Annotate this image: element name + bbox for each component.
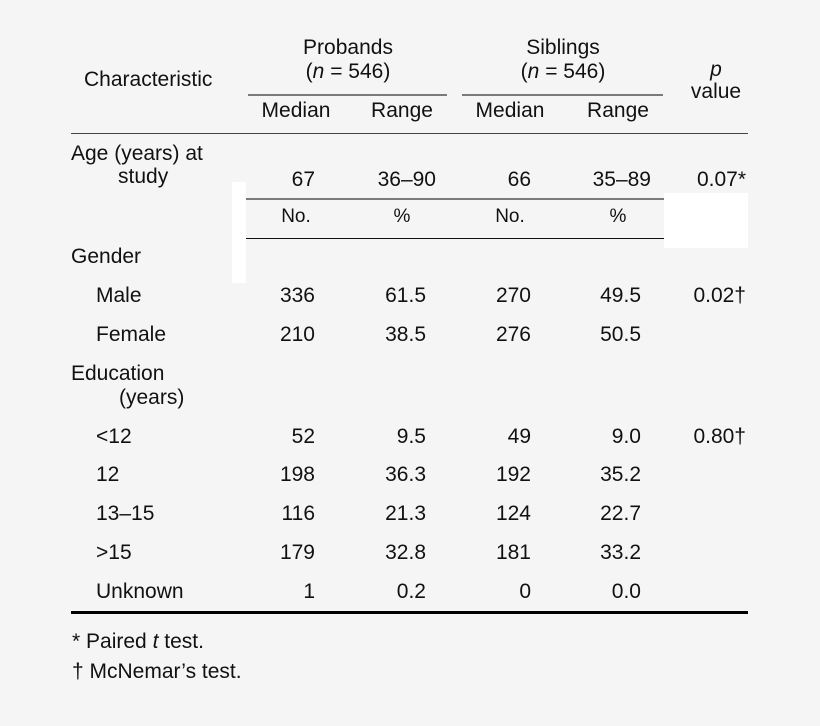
row-label: 13–15 xyxy=(96,502,155,525)
siblings-pct: 0.0 xyxy=(611,580,641,603)
siblings-no: 181 xyxy=(495,541,531,564)
probands-pct: 36.3 xyxy=(385,463,426,486)
probands-no: 116 xyxy=(281,502,315,525)
probands-pct: 0.2 xyxy=(396,580,426,603)
education-label-1: Education xyxy=(71,362,165,385)
footnote-text: test. xyxy=(158,630,204,653)
siblings-no: 270 xyxy=(495,284,531,307)
row-label: 12 xyxy=(96,463,120,486)
white-patch-left xyxy=(232,182,246,283)
siblings-pct: 50.5 xyxy=(600,323,641,346)
p-value: 0.02† xyxy=(693,284,746,307)
probands-no: 52 xyxy=(291,425,315,448)
p-value: 0.80† xyxy=(693,425,746,448)
n-rest: = 546) xyxy=(539,60,606,83)
header-group-siblings-n: (n = 546) xyxy=(462,60,664,84)
siblings-pct: 49.5 xyxy=(600,284,641,307)
header-sub-median-probands: Median xyxy=(261,99,331,122)
n-rest: = 546) xyxy=(324,60,391,83)
siblings-pct: 35.2 xyxy=(600,463,641,486)
probands-no: 210 xyxy=(279,323,315,346)
footnote-mcnemar: † McNemar’s test. xyxy=(72,660,242,683)
siblings-pct: 33.2 xyxy=(600,541,641,564)
age-siblings-median: 66 xyxy=(507,168,531,191)
row-label: >15 xyxy=(96,541,132,564)
age-label-1: Age (years) at xyxy=(71,142,203,165)
probands-no: 179 xyxy=(279,541,315,564)
footnote-text: Paired xyxy=(80,630,153,653)
header-pct-probands: % xyxy=(393,206,411,227)
header-characteristic: Characteristic xyxy=(84,68,213,91)
footnote-var: t xyxy=(152,630,159,653)
probands-no: 1 xyxy=(303,580,315,603)
age-label-2: study xyxy=(118,165,169,188)
asterisk-mark: * xyxy=(72,630,81,653)
secondary-header-top-rule xyxy=(246,198,664,200)
siblings-pct: 22.7 xyxy=(600,502,641,525)
siblings-no: 276 xyxy=(495,323,531,346)
probands-pct: 21.3 xyxy=(385,502,426,525)
n-var: n xyxy=(527,60,540,83)
siblings-no: 124 xyxy=(495,502,531,525)
row-label: Unknown xyxy=(96,580,184,603)
header-sub-range-probands: Range xyxy=(371,99,433,122)
group-rule-probands xyxy=(248,94,447,96)
siblings-no: 49 xyxy=(507,425,531,448)
row-label: Female xyxy=(96,323,167,346)
n-prefix: ( xyxy=(305,60,313,83)
header-bottom-rule xyxy=(71,133,748,134)
header-no-probands: No. xyxy=(281,206,311,227)
row-label: Male xyxy=(96,284,142,307)
header-no-siblings: No. xyxy=(495,206,525,227)
header-group-siblings: Siblings xyxy=(526,36,600,59)
n-var: n xyxy=(312,60,325,83)
siblings-pct: 9.0 xyxy=(611,425,641,448)
table-bottom-rule xyxy=(71,611,748,614)
n-prefix: ( xyxy=(520,60,528,83)
probands-pct: 9.5 xyxy=(396,425,426,448)
header-sub-median-siblings: Median xyxy=(475,99,545,122)
header-group-probands-n: (n = 546) xyxy=(248,60,448,84)
probands-no: 198 xyxy=(279,463,315,486)
header-p: p xyxy=(710,58,722,81)
age-probands-range: 36–90 xyxy=(377,168,436,191)
age-probands-median: 67 xyxy=(291,168,315,191)
age-siblings-range: 35–89 xyxy=(592,168,651,191)
header-pct-siblings: % xyxy=(609,206,627,227)
gender-label: Gender xyxy=(71,245,142,268)
header-p-value: value xyxy=(690,80,742,103)
row-label: <12 xyxy=(96,425,132,448)
probands-pct: 38.5 xyxy=(385,323,426,346)
siblings-no: 0 xyxy=(519,580,531,603)
group-rule-siblings xyxy=(462,94,663,96)
probands-pct: 32.8 xyxy=(385,541,426,564)
white-patch-right xyxy=(664,193,748,248)
header-group-probands: Probands xyxy=(303,36,393,59)
footnote-paired-t: * Paired t test. xyxy=(72,630,204,654)
header-sub-range-siblings: Range xyxy=(587,99,649,122)
education-label-2: (years) xyxy=(119,386,185,409)
probands-no: 336 xyxy=(279,284,315,307)
probands-pct: 61.5 xyxy=(385,284,426,307)
secondary-header-bottom-rule xyxy=(246,238,664,239)
age-p-value: 0.07* xyxy=(696,168,746,191)
siblings-no: 192 xyxy=(495,463,531,486)
